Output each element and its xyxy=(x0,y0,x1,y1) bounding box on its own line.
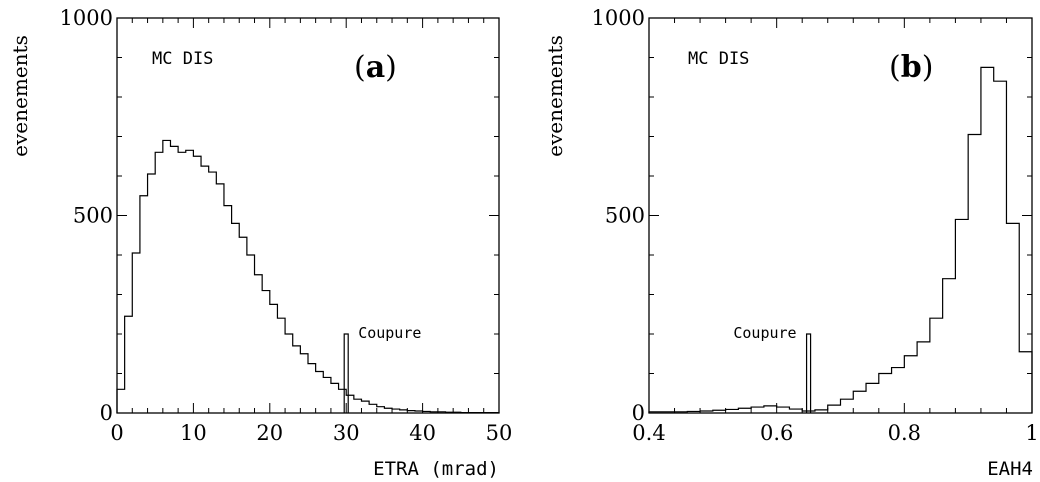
ticks-a xyxy=(116,17,500,414)
x-tick-label: 0 xyxy=(110,421,123,445)
y-tick-label: 0 xyxy=(100,401,113,425)
annotation-b: MC DIS xyxy=(688,49,749,69)
x-tick-label: 10 xyxy=(180,421,207,445)
y-tick-label: 500 xyxy=(73,204,113,228)
y-tick-label: 1000 xyxy=(592,6,645,30)
x-tick-label: 50 xyxy=(486,421,513,445)
x-axis-title-b: EAH4 xyxy=(987,458,1033,480)
cut-line xyxy=(805,333,812,413)
plot-frame-b xyxy=(648,17,1033,414)
cut-line xyxy=(343,333,349,413)
y-axis-title-a: evenements xyxy=(8,35,32,157)
x-tick-label: 30 xyxy=(333,421,360,445)
annotation-a: MC DIS xyxy=(152,49,213,69)
y-tick-label: 0 xyxy=(632,401,645,425)
x-tick-label: 40 xyxy=(409,421,436,445)
x-axis-title-a: ETRA (mrad) xyxy=(373,458,499,480)
y-tick-label: 500 xyxy=(605,204,645,228)
cut-label-a: Coupure xyxy=(358,324,421,342)
x-tick-label: 20 xyxy=(256,421,283,445)
panel-b: 0.4 0.6 0.8 1 0 500 1000 Coupure MC DIS (b) EA… xyxy=(543,6,1039,480)
panel-label-b: (b) xyxy=(889,50,933,85)
tick-labels-b: 0.4 0.6 0.8 1 0 500 1000 xyxy=(592,6,1039,445)
x-tick-label: 0.4 xyxy=(632,421,665,445)
y-tick-label: 1000 xyxy=(60,6,113,30)
y-axis-title-b: evenements xyxy=(543,35,567,157)
histogram-b xyxy=(648,66,1033,413)
histogram-a xyxy=(116,139,500,414)
x-tick-label: 1 xyxy=(1025,421,1038,445)
cut-marker-b xyxy=(805,333,812,413)
cut-label-b: Coupure xyxy=(733,324,796,342)
panel-label-a: (a) xyxy=(354,50,397,85)
ticks-b xyxy=(648,17,1033,414)
x-tick-label: 0.6 xyxy=(760,421,793,445)
cut-marker-a xyxy=(343,333,349,413)
x-tick-label: 0.8 xyxy=(888,421,921,445)
